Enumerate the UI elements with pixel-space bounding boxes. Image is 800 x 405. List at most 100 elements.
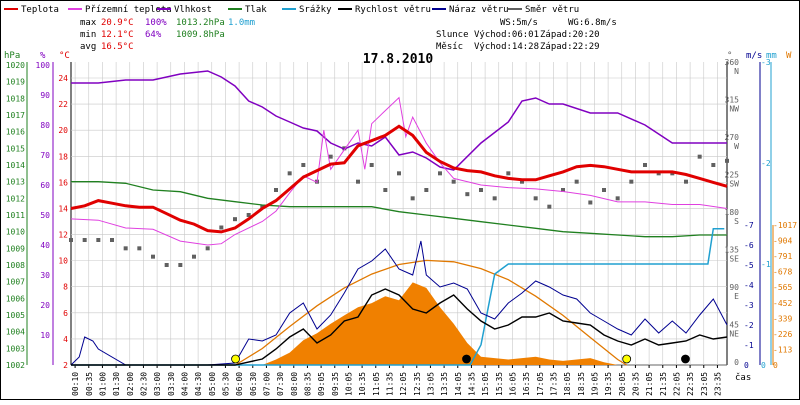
- y-tick-w: -904: [773, 237, 792, 246]
- x-tick-label: 16:35: [522, 372, 531, 396]
- wind-direction-point: [711, 163, 716, 167]
- y-tick-w: -339: [773, 314, 792, 323]
- x-tick-label: 05:00: [208, 372, 217, 396]
- y-tick-hpa: 1018: [6, 94, 25, 103]
- x-tick-label: 13:05: [426, 372, 435, 396]
- y-tick-mm: -1: [761, 260, 771, 269]
- x-tick-label: 03:00: [153, 372, 162, 396]
- x-tick-label: 22:05: [672, 372, 681, 396]
- y-tick-degc: 20: [58, 126, 68, 135]
- stat-wg: WG:6.8m/s: [568, 18, 617, 28]
- stat-avg-temp: 16.5°C: [101, 42, 134, 52]
- stat-ws: WS:5m/s: [500, 18, 538, 28]
- y-tick-degc: 2: [63, 361, 68, 370]
- chart-title: 17.8.2010: [363, 52, 434, 67]
- y-tick-hpa: 1004: [6, 328, 25, 337]
- y-tick-degc: 22: [58, 100, 68, 109]
- x-axis-label: čas: [735, 372, 751, 383]
- wind-direction-point: [233, 217, 237, 222]
- legend-label-srazky: Srážky: [299, 5, 332, 15]
- y-tick-ms: -6: [744, 241, 754, 250]
- y-tick-degc: 10: [58, 257, 68, 266]
- stat-min-press: 1009.8hPa: [176, 30, 225, 40]
- wind-direction-point: [520, 179, 524, 184]
- y-tick-mm: -3: [761, 58, 771, 67]
- x-tick-label: 08:00: [290, 372, 299, 396]
- stat-max-rain: 1.0mm: [228, 18, 255, 28]
- stats-block: max 20.9°C 100% 1013.2hPa 1.0mm min 12.1…: [80, 18, 617, 52]
- wind-direction-point: [561, 188, 565, 192]
- y-tick-pct: 100: [36, 61, 51, 70]
- y-tick-wind-dir: S: [734, 217, 739, 226]
- y-tick-hpa: 1009: [6, 244, 25, 253]
- x-tick-label: 08:35: [303, 372, 312, 396]
- y-tick-w: -678: [773, 268, 792, 277]
- y-tick-w: 0: [773, 361, 778, 370]
- x-tick-label: 22:35: [686, 372, 695, 396]
- y-tick-degc: 16: [58, 178, 68, 187]
- x-tick-label: 23:05: [700, 372, 709, 396]
- y-tick-mm: -2: [761, 159, 771, 168]
- wind-direction-point: [246, 213, 251, 217]
- stat-mesic: Měsíc: [436, 42, 463, 52]
- solar-radiation-area: [262, 282, 727, 365]
- y-tick-hpa: 1016: [6, 128, 25, 137]
- marker-sunrise: [231, 354, 240, 364]
- wind-direction-point: [602, 188, 606, 192]
- wind-direction-point: [356, 179, 360, 184]
- legend-label-prizemni_teplota: Přízemní teplota: [85, 5, 172, 15]
- wind-direction-point: [410, 196, 415, 201]
- y-axes: 1020101910181017101610151014101310121011…: [6, 58, 798, 370]
- y-tick-hpa: 1015: [6, 144, 25, 153]
- y-tick-wind-deg: 45: [729, 321, 739, 330]
- y-tick-wind-deg: 225: [725, 171, 740, 180]
- stat-max-hum: 100%: [145, 18, 167, 28]
- x-tick-label: 05:30: [221, 372, 230, 396]
- y-tick-ms: -2: [744, 321, 754, 330]
- wind-direction-point: [301, 163, 306, 167]
- wind-direction-point: [82, 238, 87, 242]
- x-tick-label: 19:35: [604, 372, 613, 396]
- y-tick-wind-dir: E: [734, 292, 739, 301]
- wind-direction-point: [492, 196, 497, 201]
- y-tick-wind-dir: SW: [729, 180, 739, 189]
- x-axis: 00:10 00:35 01:00 01:30 02:00 02:30 03:00 03:30…: [71, 365, 722, 396]
- x-tick-label: 01:30: [112, 372, 121, 396]
- x-tick-label: 07:30: [276, 372, 285, 396]
- axis-header-w: W: [786, 51, 792, 61]
- legend-label-teplota: Teplota: [21, 5, 59, 15]
- wind-direction-point: [383, 188, 388, 192]
- y-tick-pct: 70: [40, 151, 50, 160]
- x-tick-label: 06:30: [249, 372, 258, 396]
- wind-direction-point: [479, 188, 483, 192]
- plot-area: [69, 70, 729, 366]
- marker-sunset: [622, 354, 632, 364]
- wind-direction-point: [451, 179, 456, 184]
- y-tick-degc: 4: [63, 335, 68, 344]
- y-tick-w: -113: [773, 345, 792, 354]
- stat-max-press: 1013.2hPa: [176, 18, 225, 28]
- y-tick-wind-dir: W: [734, 142, 739, 151]
- legend-label-tlak: Tlak: [245, 5, 267, 15]
- y-tick-wind-deg: 90: [729, 283, 739, 292]
- x-tick-label: 02:00: [126, 372, 135, 396]
- stat-max-temp: 20.9°C: [101, 18, 134, 28]
- stat-min-label: min: [80, 30, 96, 40]
- wind-direction-point: [588, 200, 593, 205]
- x-tick-label: 00:10: [71, 372, 80, 396]
- y-tick-degc: 12: [58, 231, 68, 240]
- stat-slunce-vychod: Východ:06:01: [474, 30, 539, 40]
- x-tick-label: 12:05: [399, 372, 408, 396]
- wind-direction-point: [506, 171, 511, 176]
- stat-slunce-zapad: Západ:20:20: [540, 30, 600, 40]
- axis-header-pct: %: [40, 51, 46, 61]
- x-tick-label: 20:35: [631, 372, 640, 396]
- x-tick-label: 13:35: [440, 372, 449, 396]
- wind-direction-point: [684, 179, 688, 184]
- stat-min-temp: 12.1°C: [101, 30, 134, 40]
- y-tick-wind-dir: N: [734, 67, 739, 76]
- x-tick-label: 11:05: [372, 372, 381, 396]
- y-tick-ms: 0: [744, 361, 749, 370]
- y-tick-pct: 90: [40, 91, 50, 100]
